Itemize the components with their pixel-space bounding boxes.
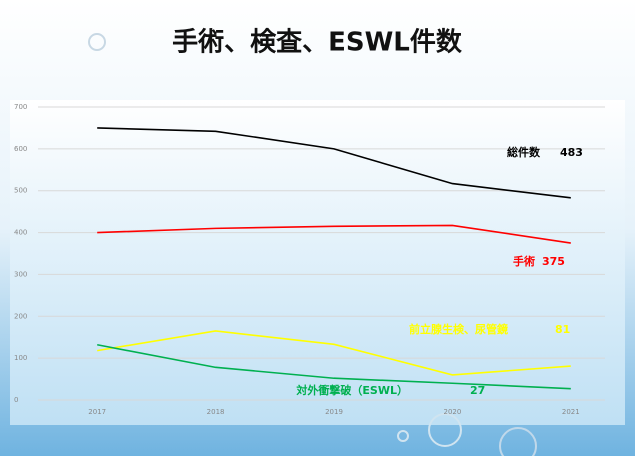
x-tick-label: 2020 [443,408,461,416]
y-tick-label: 300 [14,270,27,278]
y-tick-label: 500 [14,187,27,195]
x-tick-label: 2017 [88,408,106,416]
y-tick-label: 0 [14,396,18,404]
series-line [97,330,571,376]
series-label: 対外衝撃破（ESWL） [295,383,408,397]
x-tick-label: 2021 [562,408,580,416]
value-label: 27 [470,384,485,397]
series-label: 前立腺生検、尿管鏡 [409,322,508,336]
y-tick-label: 400 [14,229,27,237]
value-label: 375 [542,255,565,268]
y-tick-label: 700 [14,103,27,111]
value-label: 483 [560,146,583,159]
bubble [88,33,106,51]
bubble [428,413,462,447]
series-label: 総件数 [507,145,541,159]
x-tick-label: 2018 [207,408,225,416]
value-label: 81 [555,323,570,336]
chart-title: 手術、検査、ESWL件数 [172,28,463,58]
y-tick-label: 200 [14,312,27,320]
series-line [97,224,571,244]
bubble [397,430,409,442]
plot-background [10,100,625,425]
x-tick-label: 2019 [325,408,343,416]
series-line [97,343,571,390]
y-tick-label: 100 [14,354,27,362]
series-line [97,127,571,199]
bubble [499,427,537,456]
y-tick-label: 600 [14,145,27,153]
series-label: 手術 [513,254,535,268]
